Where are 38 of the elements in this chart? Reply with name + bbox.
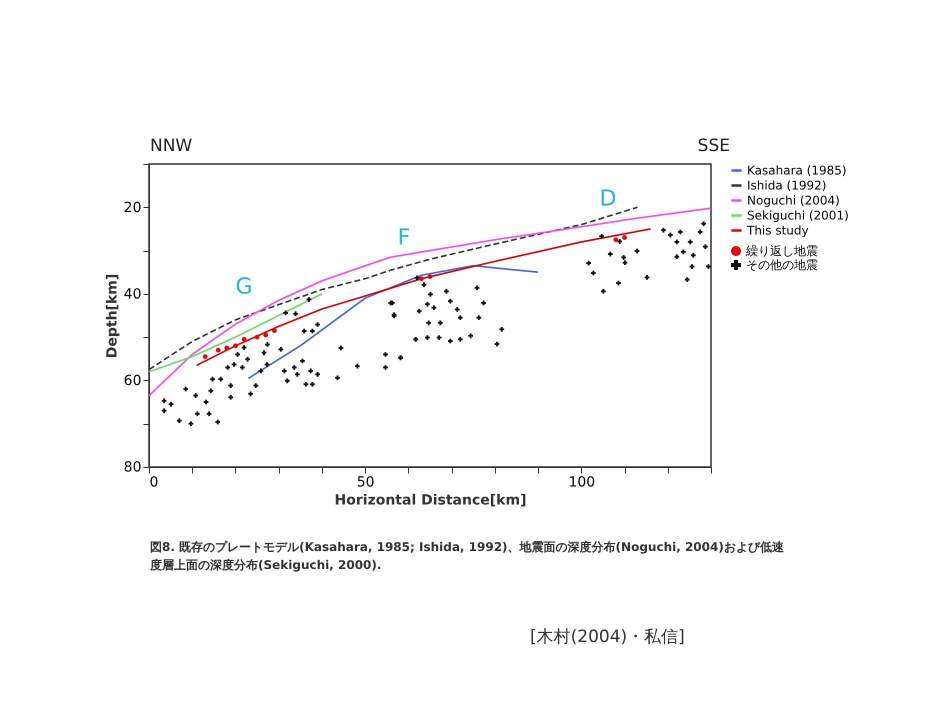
legend-label: 繰り返し地震: [745, 244, 818, 258]
point: [419, 276, 424, 282]
text: NNW: [150, 136, 192, 156]
y-tick-label: 40: [124, 286, 142, 302]
point: [622, 235, 627, 240]
point: [202, 354, 208, 359]
point: [242, 336, 246, 342]
x-tick-label: 100: [568, 474, 596, 490]
point: [254, 334, 260, 340]
y-tick-label: 20: [124, 200, 142, 216]
legend-label: Kasahara (1985): [747, 164, 847, 178]
point: [263, 332, 268, 338]
x-tick-label: 0: [150, 474, 158, 490]
x-axis-title: Horizontal Distance[km]: [334, 492, 526, 508]
y-tick-label: 80: [124, 460, 142, 476]
line-series: [148, 293, 323, 373]
annotation: D: [600, 186, 616, 212]
y-axis-title: Depth[km]: [104, 274, 121, 358]
annotation: G: [235, 274, 253, 300]
point: [428, 274, 432, 279]
y-tick-label: 60: [124, 372, 142, 389]
line-series: [148, 207, 712, 396]
x-tick-label: 50: [356, 474, 375, 490]
text: [木村(2004)・私信]: [530, 626, 685, 648]
legend-label: Sekiguchi (2001): [747, 208, 849, 222]
annotation: F: [398, 226, 410, 250]
legend-label: Ishida (1992): [747, 178, 826, 192]
caption: 図8. 既存のプレートモデル(Kasahara, 1985; Ishida, 1992)、地震面の深度分布(Noguchi, 2004)および低速度層上面の深度分布(Sekiguchi, 2000).: [150, 539, 785, 574]
point: [224, 346, 230, 350]
legend-label: Noguchi (2004): [747, 194, 840, 208]
legend-label: その他の地震: [746, 258, 818, 272]
point: [216, 348, 221, 352]
point: [233, 343, 238, 348]
point: [614, 237, 618, 242]
point: [272, 328, 277, 333]
text: SSE: [698, 136, 730, 156]
legend-label: This study: [746, 224, 809, 238]
line-series: [196, 228, 652, 366]
